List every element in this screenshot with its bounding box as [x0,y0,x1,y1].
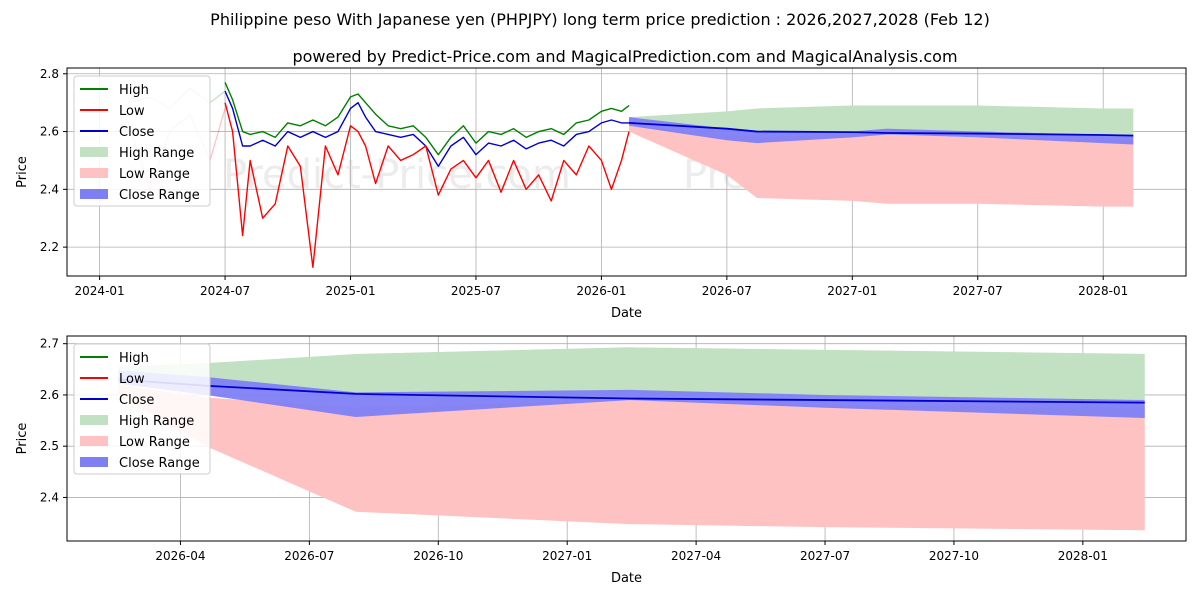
x-tick-label: 2025-07 [451,284,501,298]
y-axis-label: Price [15,423,30,455]
x-tick-label: 2028-01 [1078,284,1128,298]
close-history-line [224,90,630,167]
y-tick-label: 2.7 [40,337,59,351]
legend-label: Low [119,372,145,387]
y-tick-label: 2.6 [40,388,59,402]
legend-swatch-close_range [80,189,108,199]
legend-swatch-high_range [80,415,108,425]
high-range-band [118,347,1145,401]
legend-label: Close [119,393,154,408]
x-tick-label: 2027-07 [800,549,850,563]
x-tick-label: 2028-01 [1058,549,1108,563]
plot-frame [66,67,1187,277]
x-tick-label: 2026-04 [155,549,205,563]
low-line [224,102,630,269]
legend-label: High Range [119,414,194,429]
legend-label: Low Range [119,167,190,182]
low-range-band [118,384,1145,531]
x-tick-label: 2027-01 [542,549,592,563]
x-tick-label: 2027-04 [671,549,721,563]
watermark-text: Predict-Price.com [223,152,571,198]
x-tick-label: 2025-01 [325,284,375,298]
low-range-band [629,125,1134,207]
legend-swatch-low_range [80,168,108,178]
legend-label: Close Range [119,188,200,203]
y-tick-label: 2.6 [40,125,59,139]
x-tick-label: 2026-07 [284,549,334,563]
x-tick-label: 2026-01 [576,284,626,298]
x-axis-label: Date [611,571,642,586]
legend-label: Close [119,125,154,140]
x-tick-label: 2027-01 [827,284,877,298]
y-tick-label: 2.5 [40,439,59,453]
legend-label: Low [119,104,145,119]
close-forecast-line [628,121,1134,137]
y-tick-label: 2.4 [40,490,59,504]
close-range-band [629,117,1134,145]
x-tick-label: 2027-10 [929,549,979,563]
legend-label: High [119,83,149,98]
x-tick-label: 2026-10 [413,549,463,563]
x-tick-label: 2027-07 [953,284,1003,298]
overview-panel: Predict-Price.comPredict-Price.com2024-0… [15,67,1187,321]
high-line [224,82,630,156]
high-range-band [629,105,1134,135]
y-axis-label: Price [15,156,30,188]
legend: High Low Close High Range Low Range Close Ran… [73,75,211,207]
plot-frame [66,335,1187,542]
x-tick-label: 2024-01 [75,284,125,298]
x-tick-label: 2024-07 [200,284,250,298]
close-range-band [118,370,1145,418]
legend: High Low Close High Range Low Range Close Ran… [73,343,211,475]
legend-label: High Range [119,146,194,161]
legend-label: Close Range [119,456,200,471]
chart-title: Philippine peso With Japanese yen (PHPJP… [210,10,990,29]
x-tick-label: 2026-07 [702,284,752,298]
legend-label: Low Range [119,435,190,450]
legend-swatch-low_range [80,436,108,446]
y-tick-label: 2.4 [40,182,59,196]
y-tick-label: 2.8 [40,67,59,81]
forecast-detail-panel: Predict-Price.comPredict-Price.com2026-0… [15,335,1187,586]
y-tick-label: 2.2 [40,240,59,254]
chart-subtitle: powered by Predict-Price.com and Magical… [292,47,957,66]
legend-label: High [119,351,149,366]
x-axis-label: Date [611,306,642,321]
legend-swatch-high_range [80,147,108,157]
legend-swatch-close_range [80,457,108,467]
